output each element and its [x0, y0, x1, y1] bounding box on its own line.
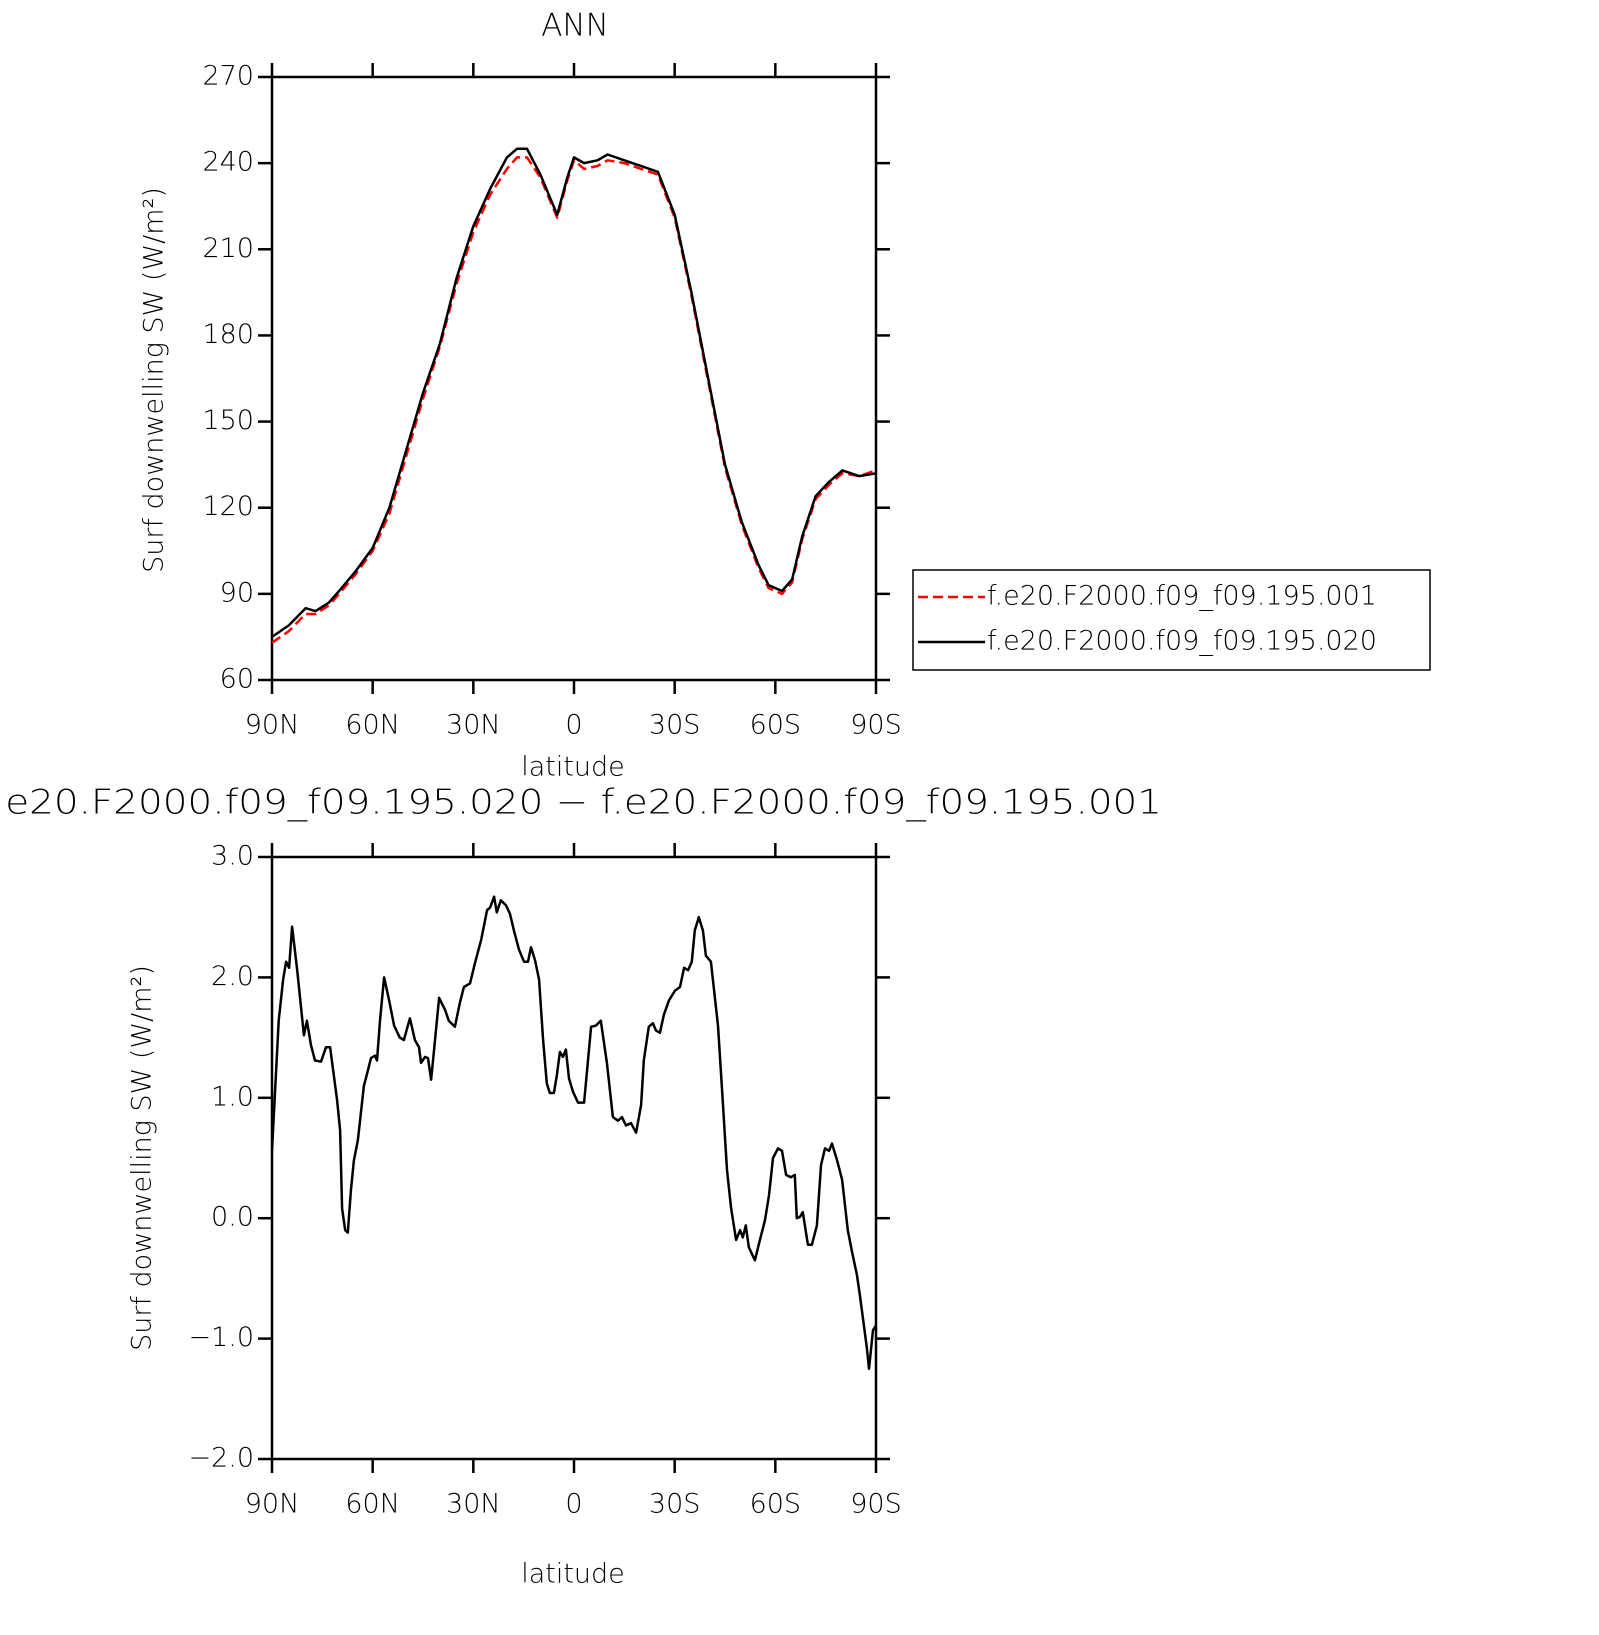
y-tick-label: 1.0: [211, 1081, 254, 1112]
y-axis-label: Surf downwelling SW (W/m²): [127, 965, 158, 1351]
x-tick-label: 30S: [649, 1489, 701, 1520]
x-tick-label: 60N: [345, 1489, 400, 1520]
x-axis-label: latitude: [521, 752, 625, 783]
legend-label: f.e20.F2000.f09_f09.195.020: [987, 626, 1377, 657]
x-tick-label: 0: [565, 1489, 582, 1520]
plot-frame: [270, 855, 878, 1461]
x-tick-label: 60S: [750, 710, 802, 741]
x-tick-label: 60N: [345, 710, 400, 741]
x-tick-label: 90S: [850, 710, 902, 741]
y-tick-label: 3.0: [211, 841, 254, 872]
x-tick-label: 90N: [245, 1489, 300, 1520]
series-line: [271, 156, 877, 644]
x-tick-label: 60S: [750, 1489, 802, 1520]
x-tick-label: 30N: [446, 1489, 501, 1520]
y-axis-label: Surf downwelling SW (W/m²): [139, 187, 170, 573]
y-tick-label: 120: [202, 491, 254, 522]
x-tick-label: 30S: [649, 710, 701, 741]
x-axis-label: latitude: [521, 1559, 625, 1590]
y-tick-label: 210: [202, 233, 254, 264]
y-tick-label: 0.0: [211, 1202, 254, 1233]
x-tick-label: 90S: [850, 1489, 902, 1520]
y-tick-label: 150: [202, 405, 254, 436]
y-tick-label: −1.0: [188, 1322, 254, 1353]
x-tick-label: 90N: [245, 710, 300, 741]
y-tick-label: 2.0: [211, 961, 254, 992]
y-tick-label: 90: [220, 577, 254, 608]
x-tick-label: 30N: [446, 710, 501, 741]
y-tick-label: 60: [220, 664, 254, 695]
plot-frame: [270, 75, 878, 682]
chart-title: ANN: [541, 8, 609, 44]
y-tick-label: 270: [202, 61, 254, 92]
x-tick-label: 0: [565, 710, 582, 741]
y-tick-label: 180: [202, 319, 254, 350]
series-line: [270, 895, 878, 1370]
y-tick-label: −2.0: [188, 1443, 254, 1474]
legend-box: [912, 569, 1431, 671]
series-line: [271, 147, 877, 638]
y-tick-label: 240: [202, 147, 254, 178]
legend-label: f.e20.F2000.f09_f09.195.001: [987, 581, 1377, 612]
chart-title: f.e20.F2000.f09_f09.195.020 − f.e20.F200…: [0, 783, 1162, 823]
